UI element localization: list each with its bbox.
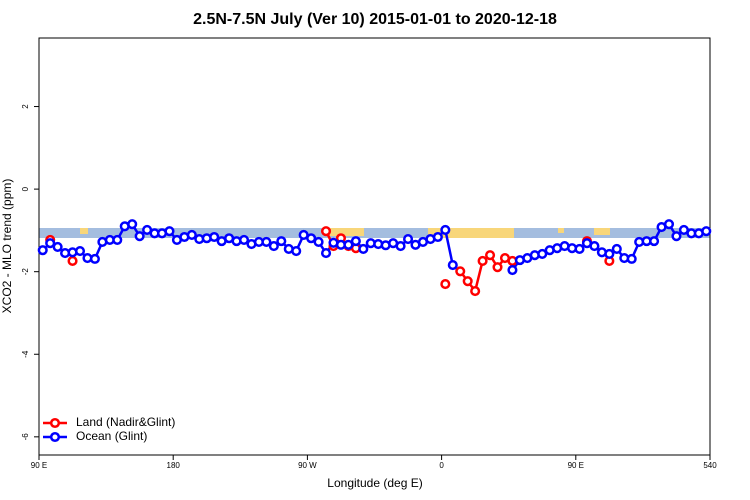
data-point xyxy=(671,231,682,242)
data-point xyxy=(455,266,466,277)
data-point xyxy=(306,233,317,244)
data-point xyxy=(403,234,414,245)
x-tick-label: 90 E xyxy=(568,461,584,470)
data-point xyxy=(45,238,56,249)
x-tick-label: 540 xyxy=(703,461,717,470)
data-point xyxy=(507,264,518,276)
data-point xyxy=(186,229,197,240)
data-point xyxy=(74,245,86,257)
x-tick-label: 90 W xyxy=(298,461,317,470)
data-point xyxy=(447,260,458,271)
data-point xyxy=(604,248,615,259)
data-point xyxy=(127,219,138,230)
x-tick-label: 90 E xyxy=(31,461,47,470)
x-tick-label: 0 xyxy=(439,461,444,470)
data-point xyxy=(37,245,48,256)
legend-label: Land (Nadir&Glint) xyxy=(76,415,175,429)
data-point xyxy=(574,243,585,255)
data-point xyxy=(320,226,332,237)
data-point xyxy=(209,231,220,243)
y-tick-label: -6 xyxy=(21,433,30,441)
data-point xyxy=(701,226,712,237)
data-point xyxy=(395,241,406,252)
data-point xyxy=(663,219,675,230)
y-tick-label: -4 xyxy=(21,350,30,358)
data-point xyxy=(462,276,473,287)
data-point xyxy=(432,231,443,243)
y-tick-label: -2 xyxy=(21,268,30,276)
data-point xyxy=(238,234,250,245)
data-point xyxy=(261,236,272,248)
data-point xyxy=(134,231,145,242)
plot-frame xyxy=(38,37,711,456)
y-axis-label: XCO2 - MLO trend (ppm) xyxy=(0,179,14,314)
data-point xyxy=(470,286,481,297)
data-point xyxy=(611,243,622,255)
data-point xyxy=(440,224,451,236)
data-point xyxy=(313,236,324,248)
data-point xyxy=(649,236,660,247)
data-point xyxy=(320,248,332,259)
legend-label: Ocean (Glint) xyxy=(76,429,147,443)
data-point xyxy=(291,245,302,257)
data-point xyxy=(477,255,488,267)
y-tick-label: 0 xyxy=(21,186,30,191)
data-point xyxy=(537,248,548,259)
data-point xyxy=(485,250,496,261)
data-point xyxy=(492,262,503,273)
data-point xyxy=(440,279,451,290)
data-point xyxy=(268,241,279,252)
x-tick-label: 180 xyxy=(167,461,181,470)
data-point xyxy=(67,255,78,267)
data-point xyxy=(358,243,369,255)
legend-marker xyxy=(49,431,61,443)
data-point xyxy=(164,226,175,237)
chart-title: 2.5N-7.5N July (Ver 10) 2015-01-01 to 20… xyxy=(193,11,557,28)
x-axis-label: Longitude (deg E) xyxy=(327,476,422,490)
data-point xyxy=(626,253,637,264)
data-point xyxy=(589,241,600,252)
data-point xyxy=(112,234,123,245)
data-point xyxy=(52,241,63,252)
data-point xyxy=(350,236,361,247)
y-tick-label: 2 xyxy=(21,104,30,109)
data-point xyxy=(89,253,100,264)
data-point xyxy=(276,236,287,247)
legend-marker xyxy=(49,417,61,429)
data-point xyxy=(343,239,354,250)
map-strip xyxy=(39,228,710,238)
